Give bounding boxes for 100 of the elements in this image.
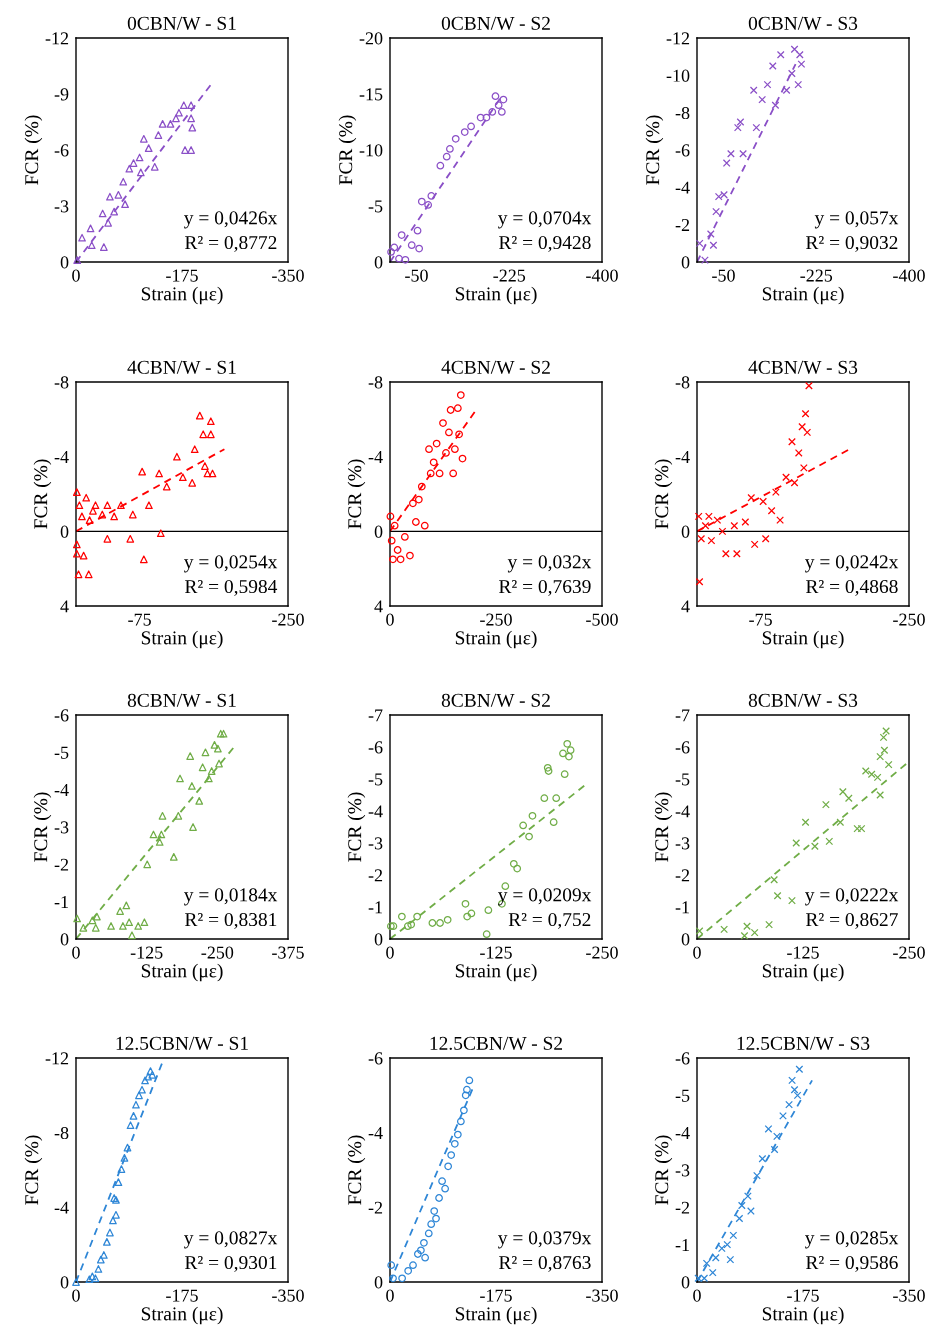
x-axis-title: Strain (με) [455, 286, 537, 305]
y-tick-label: 0 [60, 933, 69, 946]
x-tick-label: -50 [712, 269, 735, 282]
x-axis-title: Strain (με) [762, 286, 844, 305]
annotation: y = 0,032x [507, 555, 592, 573]
x-tick-label: -250 [480, 613, 512, 626]
x-tick-label: -350 [586, 1289, 618, 1302]
annotation: y = 0,0704x [498, 211, 592, 229]
y-tick-label: -3 [368, 837, 383, 850]
y-axis-title: FCR (%) [654, 459, 673, 529]
x-tick-label: -400 [586, 269, 618, 282]
annotation: R² = 0,9301 [185, 1255, 277, 1272]
x-tick-label: 0 [693, 1289, 701, 1302]
y-tick-label: -5 [54, 746, 69, 759]
chart-title: 0CBN/W - S2 [441, 16, 550, 30]
annotation: y = 0,0184x [184, 888, 278, 906]
y-tick-label: -5 [368, 200, 383, 213]
x-tick-label: -125 [130, 946, 163, 959]
y-tick-label: 0 [60, 525, 69, 538]
annotation: y = 0,057x [814, 211, 899, 229]
y-tick-label: -1 [675, 901, 689, 914]
chart-title: 8CBN/W - S1 [127, 693, 236, 707]
y-tick-label: 0 [681, 525, 690, 538]
x-tick-label: 0 [72, 946, 80, 959]
x-axis-title: Strain (με) [141, 286, 223, 305]
x-axis-title: Strain (με) [762, 630, 844, 649]
x-tick-label: -75 [749, 613, 772, 626]
annotation: R² = 0,752 [508, 912, 591, 929]
x-tick-label: 0 [386, 613, 394, 626]
y-axis-title: FCR (%) [338, 115, 357, 185]
x-tick-label: -350 [893, 1289, 925, 1302]
x-axis-title: Strain (με) [141, 1306, 223, 1325]
x-tick-label: -125 [480, 946, 512, 959]
x-tick-label: -175 [166, 1289, 198, 1302]
x-axis-title: Strain (με) [141, 963, 223, 982]
chart-title: 12.5CBN/W - S2 [430, 1036, 563, 1050]
y-tick-label: -8 [675, 106, 690, 120]
annotation: y = 0,0242x [805, 555, 899, 573]
annotation: R² = 0,8763 [499, 1255, 591, 1272]
chart-title: 0CBN/W - S1 [127, 16, 236, 30]
chart-title: 8CBN/W - S3 [748, 693, 858, 707]
y-tick-label: -10 [359, 144, 383, 157]
annotation: R² = 0,4868 [806, 579, 898, 596]
y-tick-label: -20 [359, 32, 383, 45]
annotation: y = 0,0222x [805, 888, 899, 906]
x-tick-label: -500 [586, 613, 618, 626]
y-tick-label: -1 [54, 896, 68, 908]
x-tick-label: -75 [128, 613, 151, 626]
x-tick-label: -375 [272, 946, 304, 959]
annotation: y = 0,0379x [498, 1231, 592, 1249]
x-tick-label: -175 [480, 1289, 512, 1302]
y-tick-label: -7 [368, 709, 383, 722]
y-axis-title: FCR (%) [347, 459, 366, 529]
y-tick-label: -4 [54, 784, 69, 796]
y-tick-label: 0 [681, 256, 690, 269]
y-tick-label: -4 [675, 1127, 690, 1139]
y-tick-label: -6 [675, 144, 690, 157]
y-tick-label: -4 [54, 1201, 69, 1214]
y-tick-label: -4 [675, 181, 690, 194]
y-tick-label: -2 [368, 1201, 383, 1214]
y-tick-label: -9 [54, 88, 69, 101]
y-tick-label: -6 [368, 1052, 383, 1065]
y-tick-label: -4 [54, 451, 69, 463]
y-tick-label: -5 [368, 773, 383, 786]
y-tick-label: -4 [675, 805, 690, 818]
annotation: R² = 0,9032 [806, 235, 898, 252]
y-tick-label: 4 [374, 600, 383, 613]
x-tick-label: -250 [586, 946, 618, 959]
y-tick-label: -5 [675, 773, 690, 786]
x-tick-label: -225 [493, 269, 526, 282]
y-tick-label: -4 [675, 451, 690, 463]
x-axis-title: Strain (με) [455, 630, 537, 649]
annotation: R² = 0,8772 [185, 235, 277, 252]
y-axis-title: FCR (%) [654, 792, 673, 862]
annotation: R² = 0,9586 [806, 1255, 898, 1272]
y-tick-label: -12 [45, 32, 69, 45]
y-tick-label: -2 [675, 218, 690, 231]
y-tick-label: -6 [368, 741, 383, 754]
chart-title: 4CBN/W - S1 [127, 360, 236, 374]
y-tick-label: -3 [675, 837, 690, 850]
y-tick-label: -3 [54, 821, 69, 834]
y-tick-label: -6 [54, 709, 69, 722]
x-axis-title: Strain (με) [762, 963, 844, 982]
y-tick-label: -12 [45, 1052, 69, 1065]
annotation: R² = 0,9428 [499, 235, 591, 252]
x-tick-label: -350 [272, 1289, 304, 1302]
y-axis-title: FCR (%) [654, 1135, 673, 1205]
y-tick-label: -4 [368, 451, 383, 463]
x-tick-label: -175 [787, 1289, 819, 1302]
chart-title: 8CBN/W - S2 [441, 693, 550, 707]
annotation: y = 0,0254x [184, 555, 278, 573]
y-axis-title: FCR (%) [33, 459, 52, 529]
y-tick-label: 0 [374, 933, 383, 946]
chart-title: 4CBN/W - S3 [748, 360, 858, 374]
y-tick-label: 0 [374, 525, 383, 538]
y-axis-title: FCR (%) [24, 1135, 43, 1205]
y-tick-label: -8 [675, 376, 690, 389]
y-axis-title: FCR (%) [347, 1135, 366, 1205]
annotation: y = 0,0827x [184, 1231, 278, 1249]
x-axis-title: Strain (με) [455, 1306, 537, 1325]
